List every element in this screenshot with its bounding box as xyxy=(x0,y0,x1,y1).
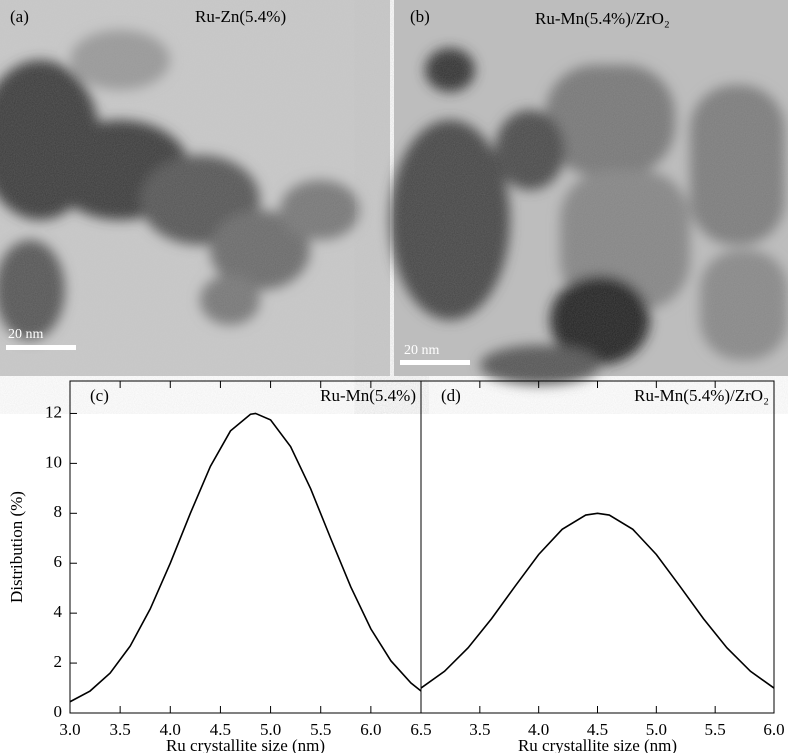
panel-title: Ru-Mn(5.4%) xyxy=(320,386,416,405)
x-axis-title: Ru crystallite size (nm) xyxy=(518,736,677,753)
y-tick-label: 12 xyxy=(45,402,62,421)
x-tick-label: 4.5 xyxy=(587,720,608,739)
x-tick-label: 6.0 xyxy=(763,720,784,739)
y-tick-label: 6 xyxy=(54,552,63,571)
x-tick-label: 4.5 xyxy=(210,720,231,739)
panel-title: Ru-Zn(5.4%) xyxy=(195,7,286,26)
x-tick-label: 5.5 xyxy=(705,720,726,739)
data-line xyxy=(69,412,422,703)
y-tick-label: 10 xyxy=(45,452,62,471)
x-tick-label: 5.0 xyxy=(646,720,667,739)
x-tick-label: 4.0 xyxy=(528,720,549,739)
scale-bar-label: 20 nm xyxy=(8,327,44,342)
scale-bar-label: 20 nm xyxy=(404,343,440,358)
panel-label: (a) xyxy=(10,7,29,26)
x-tick-label: 3.0 xyxy=(59,720,80,739)
panel-label: (d) xyxy=(441,386,461,405)
panel-title: Ru-Mn(5.4%)/ZrO₂ xyxy=(535,9,670,28)
data-line xyxy=(420,512,775,689)
x-tick-label: 3.5 xyxy=(110,720,131,739)
x-tick-label: 6.5 xyxy=(410,720,431,739)
x-tick-label: 6.0 xyxy=(360,720,381,739)
y-tick-label: 8 xyxy=(54,502,63,521)
x-tick-label: 3.5 xyxy=(469,720,490,739)
plot-frame xyxy=(420,380,775,714)
y-tick-label: 4 xyxy=(54,602,63,621)
plot-frame xyxy=(69,380,422,714)
panel-title: Ru-Mn(5.4%)/ZrO₂ xyxy=(634,386,769,405)
x-tick-label: 5.0 xyxy=(260,720,281,739)
y-axis-title: Distribution (%) xyxy=(7,491,26,603)
panel-label: (c) xyxy=(90,386,109,405)
panel-label: (b) xyxy=(410,7,430,26)
y-tick-label: 0 xyxy=(54,702,63,721)
y-tick-label: 2 xyxy=(54,652,63,671)
x-tick-label: 5.5 xyxy=(310,720,331,739)
tem-image-b: 20 nm (b) Ru-Mn(5.4%)/ZrO₂ xyxy=(390,0,788,385)
x-axis-title: Ru crystallite size (nm) xyxy=(166,736,325,753)
x-tick-label: 4.0 xyxy=(160,720,181,739)
tem-image-a: 20 nm (a) Ru-Zn(5.4%) xyxy=(0,0,390,376)
